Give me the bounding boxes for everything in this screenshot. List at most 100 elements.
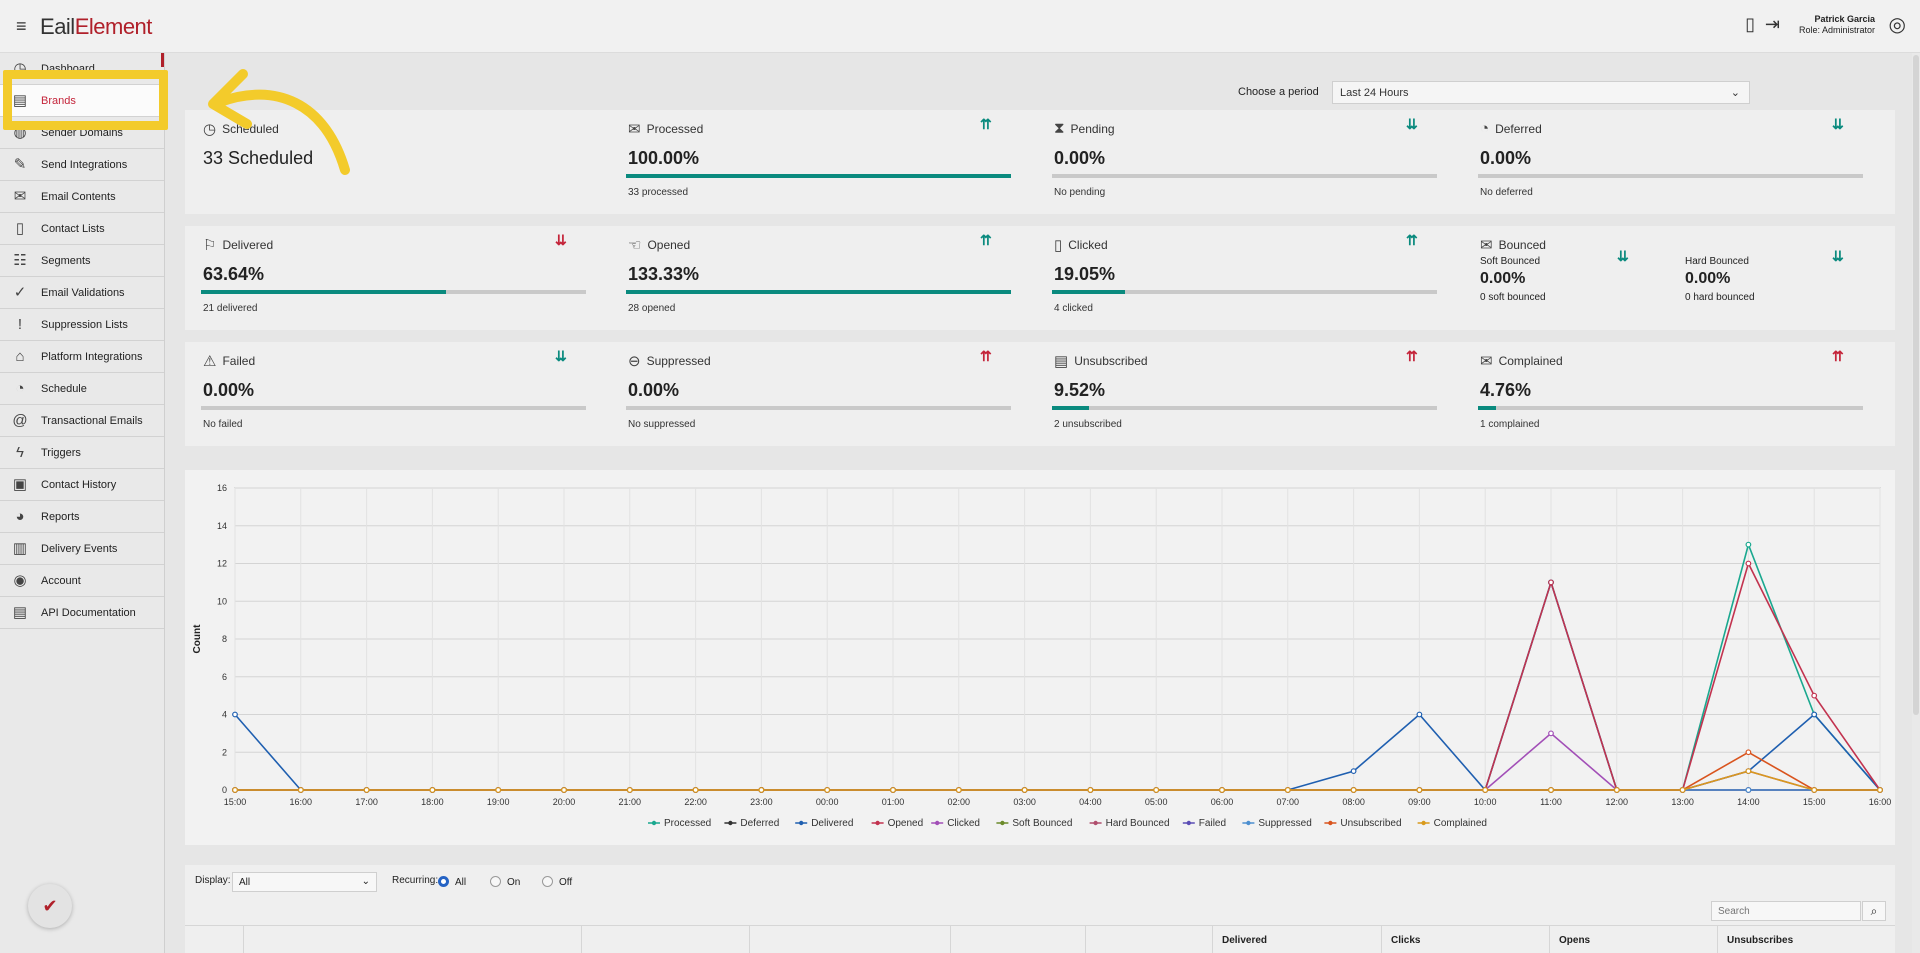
y-tick-label: 16 — [217, 483, 227, 493]
stat-card-bounced: ✉ Bounced Soft Bounced 0.00% 0 soft bounced ⇊… — [1462, 226, 1882, 326]
data-point — [1745, 560, 1752, 567]
x-tick-label: 23:00 — [750, 797, 773, 807]
sort-icon[interactable]: ⇈ — [980, 348, 992, 364]
page-scrollbar[interactable] — [1912, 53, 1920, 953]
y-tick-label: 8 — [222, 634, 227, 644]
y-tick-label: 4 — [222, 710, 227, 720]
logo[interactable]: EailElement — [40, 14, 152, 40]
series-line-delivered — [234, 579, 1881, 792]
period-select[interactable]: Last 24 Hours ⌄ — [1332, 81, 1750, 104]
search-input[interactable] — [1711, 901, 1861, 921]
sidebar-item-transactional-emails[interactable]: @ Transactional Emails — [0, 405, 164, 437]
radio-off[interactable] — [542, 876, 553, 887]
sort-icon[interactable]: ⇈ — [1406, 348, 1418, 364]
sidebar-item-brands[interactable]: ▤ Brands — [0, 85, 164, 117]
sidebar-item-segments[interactable]: ☷ Segments — [0, 245, 164, 277]
stat-card-sub: 21 delivered — [203, 303, 258, 314]
sidebar-item-reports[interactable]: ◕ Reports — [0, 501, 164, 533]
menu-icon[interactable]: ≡ — [16, 16, 27, 36]
stat-card-sub: No failed — [203, 419, 243, 430]
logout-icon[interactable]: ⇥ — [1764, 14, 1780, 34]
period-label: Choose a period — [1238, 86, 1319, 98]
sidebar-item-label: Contact History — [41, 478, 117, 491]
checklist-fab-icon[interactable]: ✔ — [28, 884, 72, 928]
stat-card-clicked: ▯ Clicked ⇈ 19.05% 4 clicked — [1036, 226, 1456, 326]
data-point — [890, 787, 896, 793]
top-bar: ≡ EailElement ▯ ⇥ Patrick Garcia Role: A… — [0, 0, 1920, 53]
data-point — [1811, 711, 1818, 718]
sidebar-item-send-integrations[interactable]: ✎ Send Integrations — [0, 149, 164, 181]
x-tick-label: 14:00 — [1737, 797, 1760, 807]
logo-ail: ail — [54, 14, 75, 39]
x-tick-label: 09:00 — [1408, 797, 1431, 807]
user-info: Patrick Garcia Role: Administrator — [1799, 14, 1875, 36]
sort-icon[interactable]: ⇊ — [555, 348, 567, 364]
th-unsubscribes[interactable]: Unsubscribes — [1727, 935, 1794, 946]
data-point — [626, 787, 633, 793]
sidebar-item-suppression-lists[interactable]: ! Suppression Lists — [0, 309, 164, 341]
user-name: Patrick Garcia — [1814, 14, 1875, 24]
sort-icon[interactable]: ⇈ — [980, 116, 992, 132]
x-tick-label: 10:00 — [1474, 797, 1497, 807]
hard-bounced-label: Hard Bounced — [1685, 256, 1749, 267]
user-avatar-icon[interactable]: ◎ — [1888, 14, 1906, 36]
sort-icon[interactable]: ⇈ — [1406, 232, 1418, 248]
sidebar-item-triggers[interactable]: ϟ Triggers — [0, 437, 164, 469]
scrollbar-thumb[interactable] — [1913, 55, 1919, 715]
sidebar-item-contact-history[interactable]: ▣ Contact History — [0, 469, 164, 501]
stat-card-scheduled: ◷ Scheduled 33 Scheduled — [185, 110, 605, 210]
sidebar-item-account[interactable]: ◉ Account — [0, 565, 164, 597]
stat-card-pending: ⧗ Pending ⇊ 0.00% No pending — [1036, 110, 1456, 210]
radio-off-label: Off — [559, 877, 573, 888]
sort-icon[interactable]: ⇊ — [1832, 248, 1844, 264]
stat-card-header: ⊖ Suppressed — [628, 352, 711, 370]
legend-marker — [1186, 820, 1191, 826]
stat-card-title: Complained — [1498, 354, 1563, 368]
sort-icon[interactable]: ⇊ — [1617, 248, 1629, 264]
user-role: Role: Administrator — [1798, 25, 1875, 35]
sidebar-item-contact-lists[interactable]: ▯ Contact Lists — [0, 213, 164, 245]
sort-icon[interactable]: ⇊ — [555, 232, 567, 248]
delivered-icon: ⚐ — [203, 237, 217, 254]
sidebar-item-label: Delivery Events — [41, 542, 118, 555]
legend-marker — [728, 820, 733, 826]
search-icon[interactable]: ⌕ — [1862, 901, 1886, 921]
sidebar-item-email-validations[interactable]: ✓ Email Validations — [0, 277, 164, 309]
radio-all[interactable] — [438, 876, 449, 887]
display-select-value: All — [239, 877, 251, 888]
radio-on[interactable] — [490, 876, 501, 887]
stat-card-title: Clicked — [1068, 238, 1108, 252]
col-divider — [581, 926, 582, 953]
th-delivered[interactable]: Delivered — [1222, 935, 1268, 946]
data-point — [232, 787, 238, 793]
x-tick-label: 17:00 — [355, 797, 378, 807]
progress-fill — [1478, 406, 1497, 410]
progress-bar — [1478, 174, 1863, 178]
x-tick-label: 02:00 — [948, 797, 971, 807]
sidebar-item-label: Email Contents — [41, 190, 116, 203]
stat-card-opened: ☜ Opened ⇈ 133.33% 28 opened — [610, 226, 1030, 326]
th-opens[interactable]: Opens — [1559, 935, 1591, 946]
th-clicks[interactable]: Clicks — [1391, 935, 1421, 946]
legend-marker — [1328, 820, 1333, 826]
hard-bounced-value: 0.00% — [1685, 270, 1731, 287]
display-select[interactable]: All ⌄ — [232, 872, 377, 892]
warning-icon: ⚠ — [203, 353, 217, 370]
sort-icon[interactable]: ⇊ — [1832, 116, 1844, 132]
mobile-icon[interactable]: ▯ — [1745, 14, 1755, 34]
sort-icon[interactable]: ⇊ — [1406, 116, 1418, 132]
data-point — [1284, 787, 1291, 793]
progress-bar — [201, 406, 586, 410]
sidebar-item-api-documentation[interactable]: ▤ API Documentation — [0, 597, 164, 629]
stat-card-title: Failed — [222, 354, 256, 368]
sort-icon[interactable]: ⇈ — [1832, 348, 1844, 364]
sidebar-item-label: Platform Integrations — [41, 350, 143, 363]
sort-icon[interactable]: ⇈ — [980, 232, 992, 248]
sidebar-item-email-contents[interactable]: ✉ Email Contents — [0, 181, 164, 213]
sidebar-item-schedule[interactable]: ◔ Schedule — [0, 373, 164, 405]
legend-label: Failed — [1199, 818, 1226, 829]
sidebar-item-platform-integrations[interactable]: ⌂ Platform Integrations — [0, 341, 164, 373]
sidebar-item-delivery-events[interactable]: ▥ Delivery Events — [0, 533, 164, 565]
legend-label: Soft Bounced — [1012, 818, 1072, 829]
y-tick-label: 2 — [222, 747, 227, 757]
